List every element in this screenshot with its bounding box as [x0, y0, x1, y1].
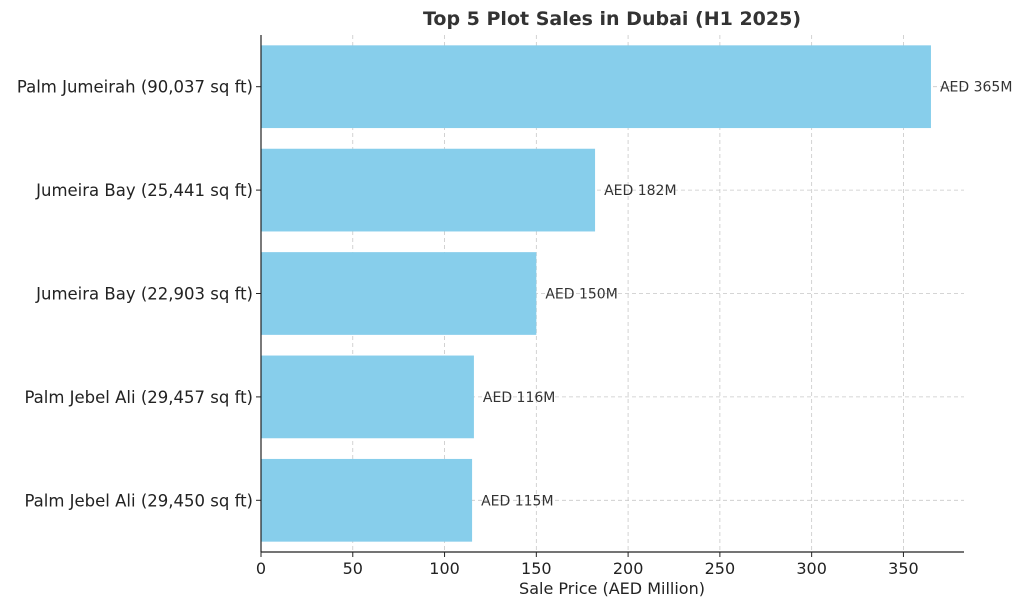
- axes: [256, 35, 964, 557]
- x-tick-label: 300: [796, 559, 827, 578]
- category-label: Palm Jebel Ali (29,450 sq ft): [24, 491, 253, 510]
- x-tick-label: 100: [429, 559, 460, 578]
- bar: [261, 45, 931, 129]
- bar: [261, 458, 473, 542]
- bar: [261, 355, 474, 439]
- data-label: AED 150M: [545, 287, 617, 303]
- category-label: Palm Jumeirah (90,037 sq ft): [17, 78, 253, 97]
- x-tick-label: 350: [888, 559, 919, 578]
- x-tick-label: 0: [256, 559, 266, 578]
- chart-title: Top 5 Plot Sales in Dubai (H1 2025): [423, 8, 801, 30]
- data-label: AED 115M: [481, 493, 553, 509]
- x-tick-label: 250: [705, 559, 736, 578]
- bar: [261, 252, 537, 335]
- data-label: AED 116M: [483, 390, 555, 406]
- bars: [261, 45, 931, 542]
- x-tick-label: 50: [343, 559, 363, 578]
- data-label: AED 182M: [604, 183, 676, 199]
- x-tick-label: 150: [521, 559, 552, 578]
- category-label: Palm Jebel Ali (29,457 sq ft): [24, 388, 253, 407]
- x-axis-title: Sale Price (AED Million): [519, 579, 705, 598]
- category-label: Jumeira Bay (25,441 sq ft): [35, 181, 253, 200]
- data-label: AED 365M: [940, 80, 1012, 96]
- bar: [261, 148, 596, 232]
- labels: 0 50 100 150 200 250 300 350 Palm Jumeirah (90,0…: [17, 78, 1013, 578]
- x-tick-label: 200: [613, 559, 644, 578]
- category-label: Jumeira Bay (22,903 sq ft): [35, 285, 253, 304]
